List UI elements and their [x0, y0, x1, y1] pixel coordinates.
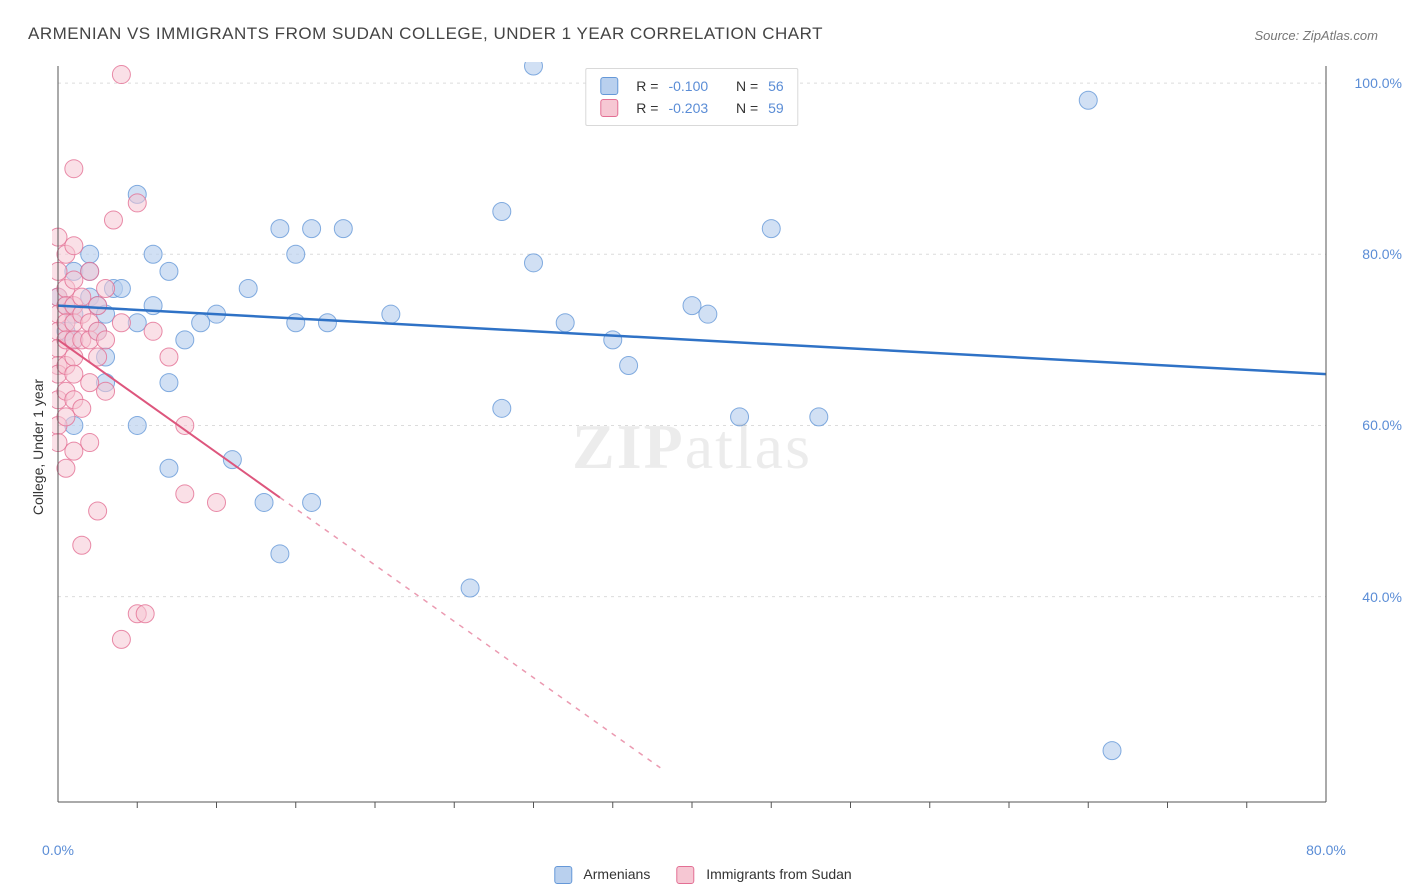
r-value-sudan: -0.203: [668, 97, 708, 119]
swatch-sudan-icon: [676, 866, 694, 884]
source-name: ZipAtlas.com: [1303, 28, 1378, 43]
r-label: R =: [636, 97, 658, 119]
n-value-armenians: 56: [768, 75, 784, 97]
swatch-armenians-icon: [554, 866, 572, 884]
legend-item-armenians: Armenians: [554, 866, 650, 884]
legend-correlation-box: R = -0.100 N = 56 R = -0.203 N = 59: [585, 68, 798, 126]
legend-label-armenians: Armenians: [583, 866, 650, 882]
r-value-armenians: -0.100: [668, 75, 708, 97]
swatch-sudan-icon: [600, 99, 618, 117]
y-axis-label: College, Under 1 year: [30, 379, 46, 515]
chart-area: College, Under 1 year 40.0%60.0%80.0%100…: [52, 62, 1332, 832]
chart-title: ARMENIAN VS IMMIGRANTS FROM SUDAN COLLEG…: [28, 24, 823, 44]
x-tick-label: 80.0%: [1306, 842, 1346, 858]
r-label: R =: [636, 75, 658, 97]
legend-row-sudan: R = -0.203 N = 59: [600, 97, 783, 119]
n-value-sudan: 59: [768, 97, 784, 119]
legend-label-sudan: Immigrants from Sudan: [706, 866, 852, 882]
y-tick-label: 40.0%: [1362, 589, 1402, 605]
source-label: Source:: [1254, 28, 1302, 43]
swatch-armenians-icon: [600, 77, 618, 95]
source-attribution: Source: ZipAtlas.com: [1254, 28, 1378, 43]
y-tick-label: 60.0%: [1362, 417, 1402, 433]
legend-row-armenians: R = -0.100 N = 56: [600, 75, 783, 97]
y-tick-label: 100.0%: [1355, 75, 1402, 91]
legend-item-sudan: Immigrants from Sudan: [676, 866, 851, 884]
legend-bottom: Armenians Immigrants from Sudan: [554, 866, 851, 884]
n-label: N =: [736, 97, 758, 119]
y-tick-label: 80.0%: [1362, 246, 1402, 262]
scatter-plot-svg: [52, 62, 1332, 832]
x-tick-label: 0.0%: [42, 842, 74, 858]
n-label: N =: [736, 75, 758, 97]
